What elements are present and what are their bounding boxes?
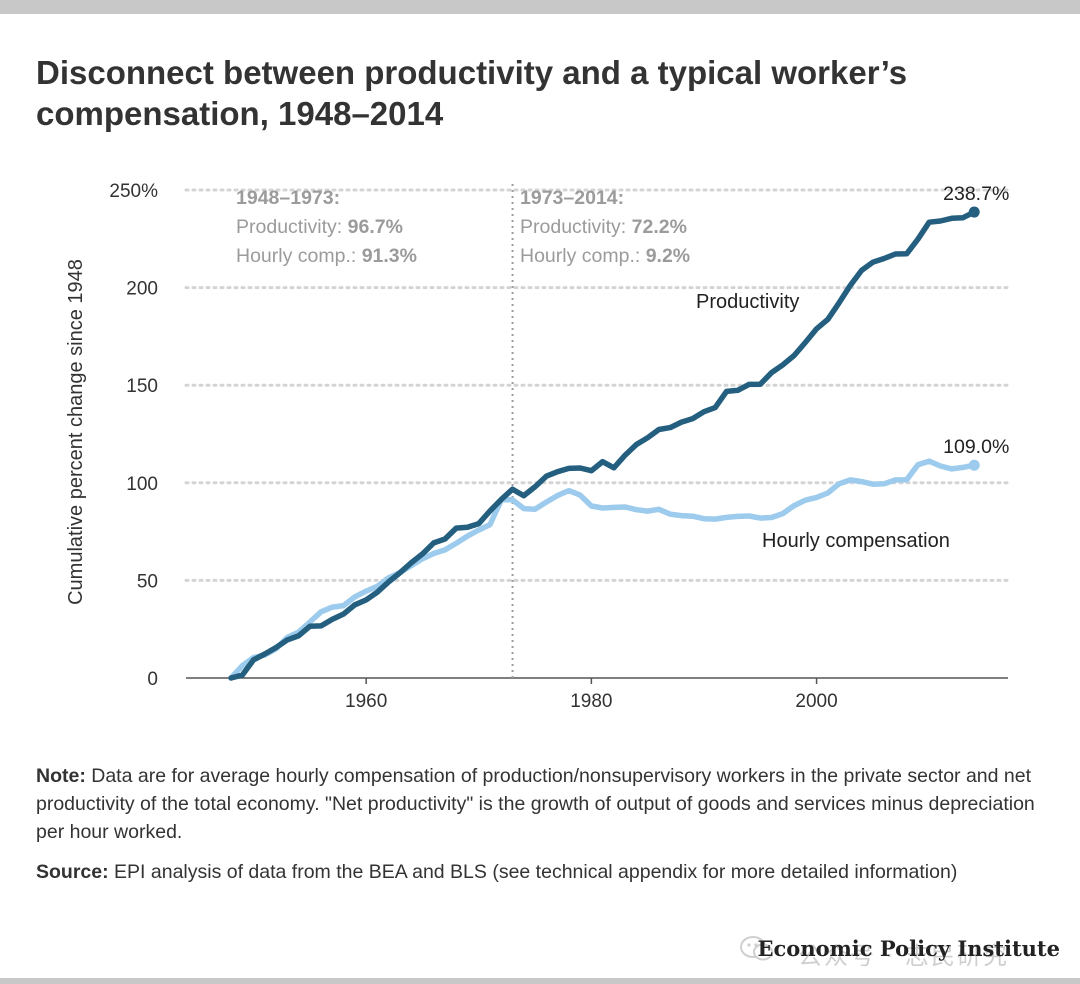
- productivity-line: [228, 209, 977, 681]
- y-axis-label: Cumulative percent change since 1948: [65, 259, 87, 605]
- productivity-end-label: 238.7%: [943, 183, 1009, 205]
- x-tick-label: 1960: [345, 691, 387, 712]
- series-lines: [228, 206, 980, 681]
- compensation-line: [228, 458, 977, 681]
- period-heading: 1948–1973:: [236, 187, 340, 209]
- y-tick-label: 100: [126, 474, 158, 495]
- period-productivity-label: Productivity:: [236, 216, 348, 238]
- bottom-border: [0, 978, 1080, 984]
- organization-name: Economic Policy Institute: [757, 936, 1060, 961]
- period-comp-label: Hourly comp.:: [520, 245, 646, 267]
- period-productivity: Productivity: 96.7%: [236, 216, 403, 238]
- chart-note: Note: Data are for average hourly compen…: [36, 762, 1056, 846]
- chart-source: Source: EPI analysis of data from the BE…: [36, 858, 1036, 886]
- x-tick-label: 2000: [795, 691, 837, 712]
- series-name-compensation: Hourly compensation: [762, 530, 950, 552]
- y-tick-label: 150: [126, 376, 158, 397]
- series-name-productivity: Productivity: [696, 291, 799, 313]
- y-tick-label: 250%: [109, 181, 158, 202]
- period-comp-value: 9.2%: [646, 245, 690, 267]
- footer: 公众号 · 志民研究 Economic Policy Institute: [740, 934, 1060, 970]
- period-annotation: 1973–2014: Productivity: 72.2% Hourly comp…: [520, 187, 690, 267]
- x-tick-label: 1980: [570, 691, 612, 712]
- watermark-text: 公众号 · 志民研究: [798, 942, 1009, 970]
- productivity-end-point: [968, 206, 980, 218]
- period-annotation: 1948–1973: Productivity: 96.7% Hourly comp…: [236, 187, 417, 267]
- compensation-end-label: 109.0%: [943, 436, 1009, 458]
- series-labels: 109.0% Hourly compensation 238.7% Productiv…: [696, 183, 1009, 552]
- period-compensation: Hourly comp.: 91.3%: [236, 245, 417, 267]
- x-axis-ticks: 1960 1980 2000: [345, 678, 838, 712]
- source-label: Source:: [36, 861, 109, 883]
- period-heading: 1973–2014:: [520, 187, 624, 209]
- period-productivity: Productivity: 72.2%: [520, 216, 687, 238]
- source-text: EPI analysis of data from the BEA and BL…: [108, 861, 958, 883]
- compensation-end-point: [968, 459, 980, 471]
- y-tick-label: 50: [137, 571, 158, 592]
- line-chart: 0 50 100 150 200 250% 1960 1980 2000 Cumulative…: [65, 181, 1010, 712]
- note-label: Note:: [36, 765, 86, 787]
- chart-title: Disconnect between productivity and a ty…: [36, 54, 908, 132]
- y-tick-label: 200: [126, 279, 158, 300]
- top-border: [0, 0, 1080, 14]
- period-productivity-value: 96.7%: [348, 216, 403, 238]
- period-productivity-label: Productivity:: [520, 216, 632, 238]
- period-comp-label: Hourly comp.:: [236, 245, 362, 267]
- period-comp-value: 91.3%: [362, 245, 417, 267]
- wechat-icon: [740, 936, 773, 961]
- period-productivity-value: 72.2%: [632, 216, 687, 238]
- y-axis-ticks: 0 50 100 150 200 250%: [109, 181, 158, 690]
- period-compensation: Hourly comp.: 9.2%: [520, 245, 690, 267]
- note-text: Data are for average hourly compensation…: [36, 765, 1035, 843]
- y-tick-label: 0: [147, 669, 158, 690]
- period-annotations: 1948–1973: Productivity: 96.7% Hourly comp…: [236, 187, 690, 267]
